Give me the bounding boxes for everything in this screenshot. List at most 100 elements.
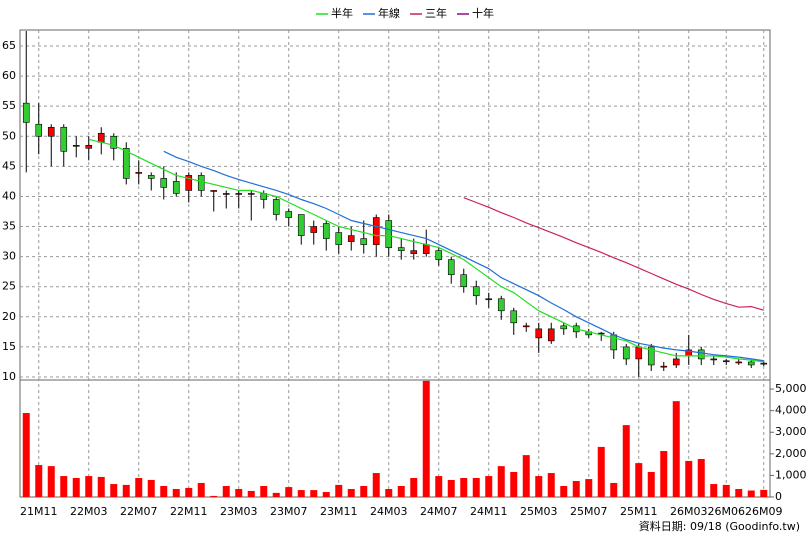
- candle-body: [547, 328, 555, 342]
- candle-body: [697, 349, 705, 360]
- volume-bar: [697, 459, 705, 497]
- source-note: 資料日期: 09/18 (Goodinfo.tw): [639, 519, 800, 533]
- candle-body: [460, 274, 468, 288]
- candle-body: [35, 123, 43, 137]
- candle-body: [485, 298, 493, 301]
- volume-bar: [485, 476, 493, 497]
- volume-bar: [172, 489, 180, 497]
- candle-body: [447, 259, 455, 275]
- y-tick-label: 35: [2, 220, 16, 233]
- candle-body: [410, 250, 418, 254]
- volume-bar: [710, 484, 718, 497]
- volume-bar: [660, 451, 668, 497]
- volume-bar: [747, 490, 755, 497]
- volume-bar: [735, 489, 743, 497]
- y2-tick-label: 5,000: [775, 382, 807, 395]
- volume-bar: [622, 425, 630, 497]
- candle-body: [435, 250, 443, 260]
- candle-body: [160, 178, 168, 188]
- y-tick-label: 25: [2, 280, 16, 293]
- candle-body: [172, 181, 180, 194]
- legend-label: 年線: [378, 6, 400, 20]
- volume-bar: [22, 413, 30, 497]
- volume-bar: [297, 490, 305, 497]
- volume-bar: [85, 476, 93, 497]
- y-tick-label: 40: [2, 189, 16, 202]
- y-tick-label: 55: [2, 99, 16, 112]
- candle-body: [710, 358, 718, 361]
- candle-body: [510, 310, 518, 324]
- candle-body: [310, 226, 318, 233]
- volume-bar: [97, 476, 105, 497]
- volume-bar: [572, 481, 580, 497]
- volume-bar: [260, 485, 268, 497]
- volume-bar: [360, 485, 368, 497]
- volume-bar: [210, 495, 218, 497]
- candle-body: [522, 325, 530, 328]
- y-tick-label: 50: [2, 129, 16, 142]
- candle-body: [147, 175, 155, 179]
- volume-bar: [35, 465, 43, 497]
- candle-body: [347, 235, 355, 242]
- volume-bar: [535, 476, 543, 497]
- candle-body: [247, 193, 255, 195]
- volume-bar: [422, 380, 430, 497]
- volume-bar: [460, 478, 468, 497]
- candle-body: [322, 223, 330, 239]
- candle-body: [535, 328, 543, 339]
- volume-bar: [110, 484, 118, 497]
- candle-body: [97, 132, 105, 143]
- y2-tick-label: 3,000: [775, 425, 807, 438]
- candle-body: [422, 244, 430, 254]
- y-tick-label: 65: [2, 39, 16, 52]
- volume-bar: [447, 479, 455, 497]
- candle-body: [372, 217, 380, 245]
- y2-tick-label: 2,000: [775, 447, 807, 460]
- volume-bar: [547, 473, 555, 497]
- volume-bar: [522, 455, 530, 497]
- volume-bar: [347, 489, 355, 497]
- volume-bar: [597, 446, 605, 497]
- ma-line: [163, 150, 764, 362]
- x-tick-label: 23M11: [320, 505, 358, 518]
- volume-bar: [472, 478, 480, 497]
- volume-bar: [247, 490, 255, 497]
- volume-bar: [122, 484, 130, 497]
- candle-body: [722, 360, 730, 363]
- candle-body: [397, 247, 405, 251]
- volume-bar: [435, 476, 443, 497]
- volume-bar: [585, 479, 593, 497]
- volume-bar: [410, 478, 418, 497]
- candle-body: [385, 220, 393, 248]
- candle-body: [560, 325, 568, 330]
- volume-bar: [672, 401, 680, 497]
- volume-bar: [497, 466, 505, 497]
- legend-label: 十年: [472, 6, 494, 20]
- candle-body: [285, 211, 293, 218]
- candle-body: [22, 102, 30, 123]
- volume-bar: [60, 476, 68, 497]
- x-tick-label: 25M11: [620, 505, 658, 518]
- volume-bar: [635, 463, 643, 497]
- candle-body: [197, 175, 205, 191]
- volume-bar: [147, 479, 155, 497]
- candle-body: [472, 286, 480, 297]
- volume-bar: [47, 466, 55, 497]
- volume-bar: [135, 478, 143, 497]
- x-tick-label: 26M09: [745, 505, 783, 518]
- x-tick-label: 24M11: [470, 505, 508, 518]
- volume-bar: [510, 471, 518, 497]
- legend-label: 半年: [331, 6, 353, 20]
- x-tick-label: 22M03: [70, 505, 108, 518]
- candle-body: [85, 145, 93, 149]
- x-tick-label: 22M07: [120, 505, 158, 518]
- candle-body: [335, 232, 343, 245]
- candle-body: [635, 346, 643, 360]
- y2-tick-label: 0: [775, 490, 782, 503]
- y-tick-label: 30: [2, 250, 16, 263]
- candle-body: [672, 358, 680, 366]
- candle-body: [47, 126, 55, 137]
- candle-body: [60, 126, 68, 152]
- x-tick-label: 25M07: [570, 505, 608, 518]
